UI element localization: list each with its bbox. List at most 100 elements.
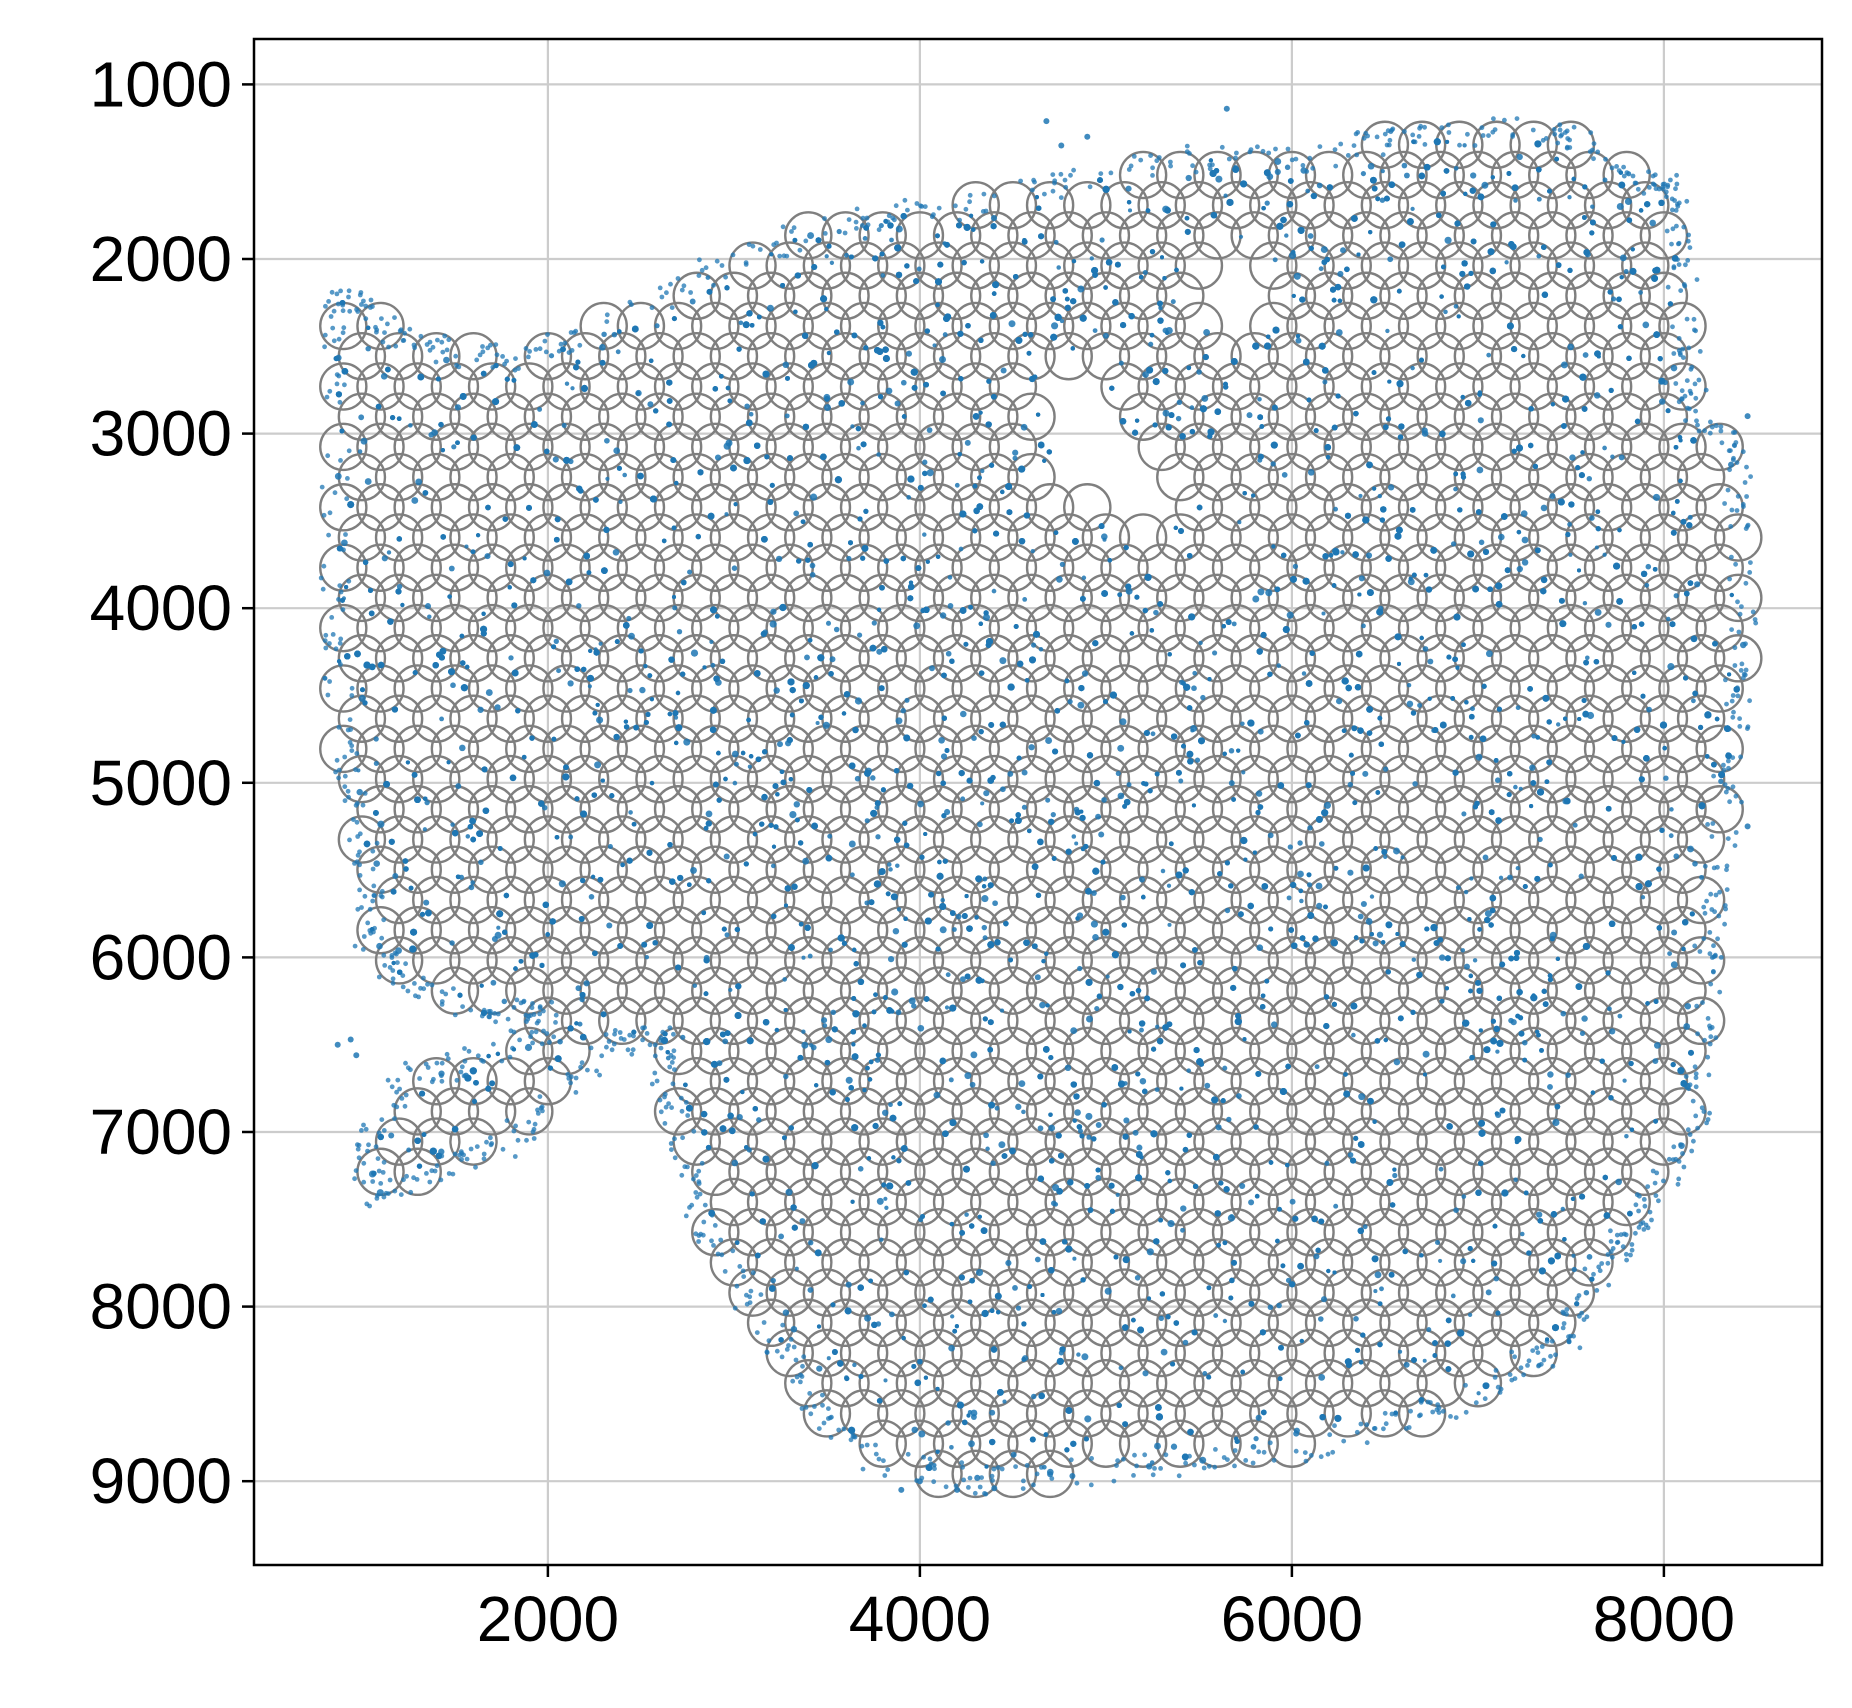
spot-point bbox=[1490, 513, 1540, 562]
spot-point bbox=[1211, 180, 1261, 230]
cell-point bbox=[1362, 1224, 1368, 1230]
spot-point bbox=[1416, 331, 1465, 381]
cell-point bbox=[850, 424, 855, 429]
spot-point bbox=[914, 905, 963, 955]
spot-point bbox=[1323, 1328, 1372, 1378]
cell-point bbox=[1493, 1275, 1500, 1282]
spot-point bbox=[1528, 331, 1577, 381]
spot-point bbox=[1063, 1087, 1112, 1136]
cell-point bbox=[1148, 341, 1154, 347]
spot-point bbox=[858, 1419, 907, 1468]
cell-point bbox=[1510, 1019, 1517, 1026]
spot-point bbox=[1193, 694, 1242, 743]
cell-point bbox=[690, 649, 699, 657]
spot-point bbox=[1249, 1268, 1298, 1317]
spot-point bbox=[449, 1056, 498, 1106]
cell-point bbox=[982, 876, 988, 882]
cell-point bbox=[1305, 188, 1311, 194]
spot-point bbox=[1472, 241, 1521, 290]
spot-point bbox=[1379, 754, 1428, 804]
cell-point bbox=[358, 414, 365, 421]
cell-point bbox=[654, 323, 660, 329]
spot-point bbox=[765, 483, 814, 532]
spot-point bbox=[1156, 392, 1205, 441]
cell-point bbox=[775, 555, 783, 563]
cell-point bbox=[790, 1325, 798, 1333]
spot-point bbox=[1379, 1358, 1428, 1408]
spot-point bbox=[356, 724, 405, 774]
spot-point bbox=[1546, 1268, 1596, 1317]
cell-point bbox=[1666, 616, 1671, 622]
spot-point bbox=[802, 966, 852, 1015]
cell-point bbox=[1646, 706, 1652, 713]
cell-point bbox=[864, 1314, 872, 1322]
cell-point bbox=[1410, 365, 1415, 371]
cell-point bbox=[862, 235, 868, 241]
spot-point bbox=[1676, 815, 1726, 864]
spot-point bbox=[412, 875, 461, 925]
spot-point bbox=[1435, 1268, 1484, 1317]
cell-point bbox=[1520, 1231, 1525, 1237]
spot-point bbox=[784, 1358, 833, 1408]
cell-point bbox=[782, 1309, 790, 1316]
cell-point bbox=[1507, 874, 1513, 881]
cell-point bbox=[990, 215, 998, 222]
cell-point bbox=[716, 1060, 723, 1067]
cell-point bbox=[1255, 1414, 1262, 1421]
cell-point bbox=[1289, 1198, 1296, 1205]
spot-point bbox=[1323, 603, 1372, 653]
cell-point bbox=[1453, 1207, 1459, 1214]
spot-point bbox=[1360, 543, 1410, 592]
spot-point bbox=[1081, 754, 1131, 804]
spot-point bbox=[467, 724, 517, 774]
spot-point bbox=[1249, 1389, 1298, 1438]
spot-point bbox=[1249, 966, 1298, 1015]
cell-point bbox=[1358, 575, 1365, 582]
cell-point bbox=[1252, 595, 1260, 603]
cell-point bbox=[744, 403, 750, 409]
cell-point bbox=[1142, 1370, 1149, 1377]
cell-point bbox=[983, 790, 990, 797]
spot-point bbox=[1546, 422, 1596, 472]
spot-point bbox=[951, 1268, 1000, 1317]
spot-point bbox=[1453, 211, 1503, 260]
spot-point bbox=[784, 271, 833, 321]
cell-point bbox=[1411, 957, 1417, 962]
spot-point bbox=[784, 452, 833, 502]
cell-point bbox=[977, 821, 983, 828]
cell-point bbox=[1579, 1030, 1586, 1036]
spot-point bbox=[728, 1026, 777, 1076]
spot-point bbox=[1230, 815, 1279, 864]
spot-point bbox=[802, 301, 852, 351]
cell-point bbox=[1074, 841, 1079, 846]
spot-point bbox=[1565, 1117, 1614, 1166]
cell-point bbox=[1295, 337, 1302, 344]
spot-point bbox=[1267, 1056, 1317, 1106]
cell-point bbox=[846, 555, 852, 562]
spot-point bbox=[1453, 1238, 1503, 1287]
spot-point bbox=[1249, 241, 1298, 290]
spot-point bbox=[598, 634, 647, 683]
cell-point bbox=[604, 437, 610, 444]
spot-point bbox=[598, 754, 647, 804]
spot-point bbox=[1156, 513, 1205, 562]
spot-point bbox=[1007, 271, 1056, 321]
cell-point bbox=[377, 820, 385, 828]
spot-point bbox=[1342, 573, 1391, 623]
spot-point bbox=[1379, 1298, 1428, 1348]
spot-point bbox=[672, 331, 721, 381]
cell-point bbox=[1199, 1456, 1207, 1464]
spot-point bbox=[1565, 392, 1614, 441]
cell-point bbox=[1222, 1065, 1228, 1071]
spot-point bbox=[1360, 180, 1410, 230]
spot-point bbox=[1267, 996, 1317, 1046]
spot-point bbox=[579, 422, 628, 472]
spot-point bbox=[1583, 180, 1633, 230]
spot-point bbox=[635, 754, 684, 804]
cell-point bbox=[1257, 728, 1264, 735]
cell-point bbox=[1388, 484, 1395, 491]
cell-point bbox=[756, 1117, 762, 1123]
cell-point bbox=[951, 927, 957, 932]
cell-point bbox=[690, 866, 697, 874]
cell-point bbox=[450, 682, 456, 689]
